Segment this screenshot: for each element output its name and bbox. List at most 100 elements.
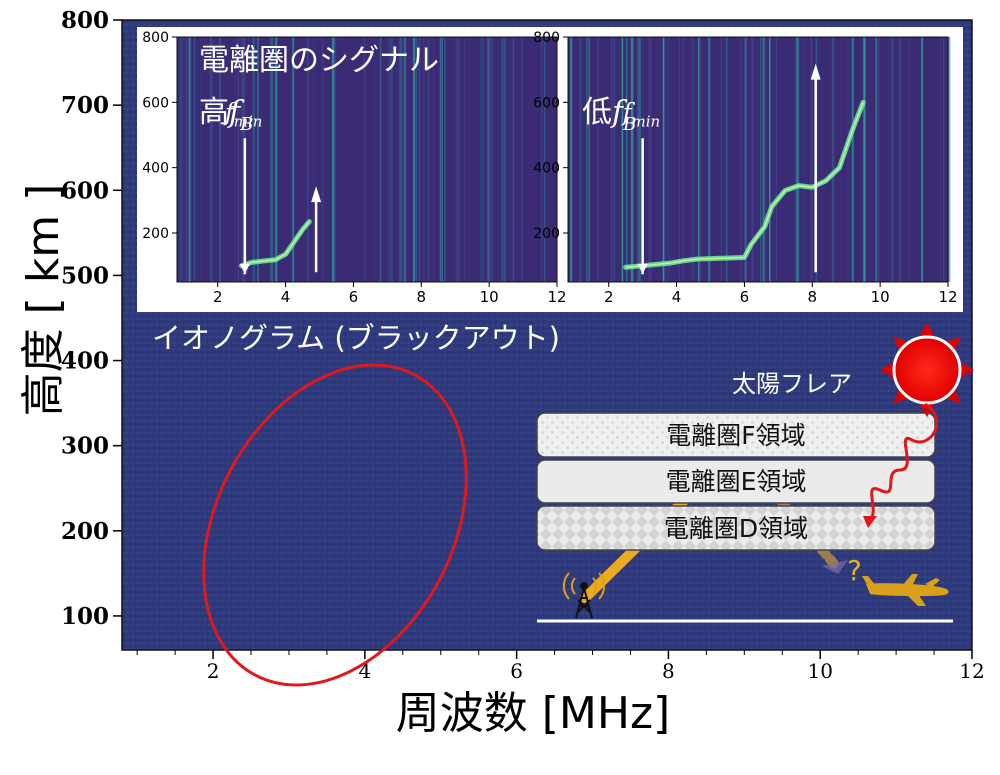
- y-axis-label: 高度 [ km ]: [18, 184, 69, 417]
- y-tick-label: 700: [61, 92, 109, 119]
- interference-stripe: [433, 37, 435, 282]
- interference-stripe: [379, 37, 382, 282]
- inset-x-tick-label: 2: [213, 288, 223, 306]
- interference-stripe: [890, 37, 894, 282]
- interference-stripe: [332, 37, 335, 282]
- airplane-icon: [862, 574, 949, 606]
- interference-stripe: [210, 37, 212, 282]
- interference-stripe: [540, 37, 543, 282]
- interference-stripe: [273, 37, 275, 282]
- interference-stripe: [252, 37, 256, 282]
- interference-stripe: [491, 37, 493, 282]
- inset-y-tick-label: 200: [142, 226, 169, 242]
- radio-tower-icon: [562, 572, 606, 619]
- interference-stripe: [399, 37, 403, 282]
- interference-stripe: [503, 37, 506, 282]
- interference-stripe: [588, 37, 590, 282]
- interference-stripe: [423, 37, 425, 282]
- interference-stripe: [907, 37, 911, 282]
- interference-stripe: [597, 37, 599, 282]
- inset-y-tick-label: 800: [533, 30, 560, 46]
- interference-stripe: [482, 37, 484, 282]
- interference-stripe: [321, 37, 324, 282]
- interference-wave: [822, 560, 848, 574]
- y-tick-label: 300: [61, 433, 109, 460]
- interference-stripe: [720, 37, 722, 282]
- interference-stripe: [760, 37, 762, 282]
- interference-stripe: [649, 37, 652, 282]
- fof2-subscript: o: [307, 296, 316, 314]
- fmin-arrowhead: [239, 264, 250, 274]
- layer-d-box: [536, 505, 936, 551]
- inset-y-tick-label: 200: [533, 226, 560, 242]
- interference-stripe: [638, 37, 641, 282]
- interference-stripe: [190, 37, 192, 282]
- inset-title-line1: 電離圏のシグナル: [199, 43, 439, 78]
- y-tick-label: 400: [61, 348, 109, 375]
- interference-stripe: [428, 37, 430, 282]
- interference-stripe: [846, 37, 849, 282]
- interference-stripe: [270, 37, 274, 282]
- interference-stripe: [744, 37, 747, 282]
- interference-stripe: [796, 37, 799, 282]
- interference-stripe: [586, 37, 589, 282]
- fof2-subscript: o: [807, 296, 816, 314]
- interference-stripe: [403, 37, 406, 282]
- interference-stripe: [275, 37, 278, 282]
- interference-stripe: [921, 37, 923, 282]
- interference-stripe: [668, 37, 670, 282]
- solar-radiation-arrowhead: [863, 516, 877, 528]
- interference-stripe: [306, 37, 309, 282]
- interference-stripe: [942, 37, 945, 282]
- interference-stripe: [512, 37, 515, 282]
- interference-stripe: [831, 37, 833, 282]
- interference-stripe: [662, 37, 665, 282]
- interference-stripe: [390, 37, 393, 282]
- interference-stripe: [898, 37, 902, 282]
- interference-stripe: [637, 37, 639, 282]
- blackout-ellipse: [202, 363, 468, 687]
- inset-x-tick-label: 8: [417, 288, 427, 306]
- interference-stripe: [418, 37, 421, 282]
- interference-stripe: [691, 37, 694, 282]
- interference-stripe: [833, 37, 835, 282]
- interference-stripe: [544, 37, 546, 282]
- interference-stripe: [678, 37, 680, 282]
- interference-stripe: [194, 37, 196, 282]
- interference-stripe: [257, 37, 259, 282]
- interference-stripe: [188, 37, 191, 282]
- interference-stripe: [751, 37, 754, 282]
- interference-stripe: [269, 37, 271, 282]
- x-tick-label: 12: [959, 659, 984, 683]
- interference-stripe: [218, 37, 221, 282]
- inset-y-tick-label: 600: [142, 95, 169, 111]
- inset-y-tick-label: 400: [142, 161, 169, 177]
- interference-stripe: [402, 37, 403, 282]
- interference-stripe: [762, 37, 764, 282]
- y-tick-label: 600: [61, 177, 109, 204]
- interference-stripe: [740, 37, 742, 282]
- x-tick-label: 6: [510, 659, 523, 683]
- layer-e-label: 電離圏E領域: [666, 467, 807, 496]
- question-mark: ?: [847, 554, 862, 587]
- interference-stripe: [248, 37, 250, 282]
- y-tick-label: 500: [61, 262, 109, 289]
- interference-stripe: [183, 37, 185, 282]
- inset-frame: [567, 36, 949, 283]
- interference-stripe: [521, 37, 523, 282]
- interference-stripe: [444, 37, 446, 282]
- interference-stripe: [630, 37, 634, 282]
- interference-stripe: [875, 37, 878, 282]
- interference-stripe: [335, 37, 337, 282]
- inset-y-tick-label: 600: [533, 95, 560, 111]
- y-tick-label: 800: [61, 7, 109, 34]
- fmin-subscript: min: [234, 112, 263, 130]
- interference-stripe: [755, 37, 757, 282]
- inset-x-tick-label: 12: [938, 288, 957, 306]
- ionogram-title: イオノグラム (ブラックアウト): [152, 321, 560, 355]
- interference-stripe: [501, 37, 504, 282]
- interference-stripe: [185, 37, 188, 282]
- echo-trace-core: [625, 102, 864, 269]
- layer-e-box: [536, 459, 936, 504]
